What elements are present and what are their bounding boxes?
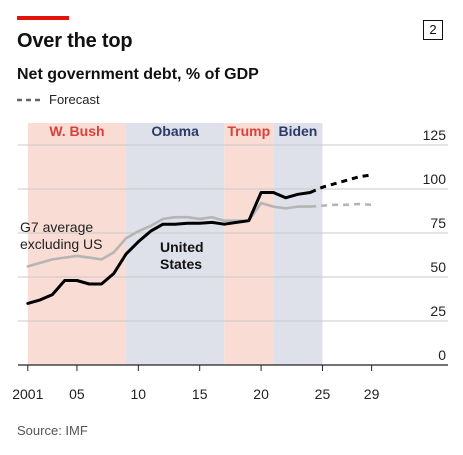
- period-label: Obama: [151, 123, 199, 139]
- annotation-line: States: [160, 256, 202, 272]
- x-tick-label: 15: [192, 386, 208, 402]
- forecast-line-united-states: [309, 173, 372, 194]
- y-tick-label: 0: [438, 347, 446, 363]
- annotation-line: excluding US: [20, 236, 103, 252]
- g7-series-annotation: G7 average excluding US: [20, 219, 103, 252]
- annotation-line: G7 average: [20, 219, 93, 235]
- period-label: Trump: [227, 123, 270, 139]
- period-band-w-bush: [27, 123, 127, 365]
- series-line-united-states: [26, 191, 312, 305]
- x-tick-label: 10: [131, 386, 147, 402]
- chart-number-badge: 2: [423, 20, 443, 40]
- x-tick-label: 25: [315, 386, 331, 402]
- x-tick-label: 05: [69, 386, 85, 402]
- y-tick-label: 25: [430, 303, 446, 319]
- source-note: Source: IMF: [17, 423, 88, 438]
- y-tick-label: 75: [430, 215, 446, 231]
- us-series-annotation: United States: [160, 239, 204, 272]
- period-label: Biden: [278, 123, 317, 139]
- annotation-line: United: [160, 239, 204, 255]
- chart-title: Over the top: [17, 30, 133, 52]
- y-tick-label: 100: [423, 171, 447, 187]
- series-line-g7-average-excluding-us: [26, 201, 312, 268]
- forecast-legend-label: Forecast: [49, 92, 100, 107]
- x-tick-label: 2001: [12, 386, 43, 402]
- period-band-biden: [273, 123, 323, 365]
- period-band-trump: [224, 123, 274, 365]
- forecast-legend: Forecast: [17, 92, 100, 107]
- accent-bar: [17, 16, 69, 20]
- forecast-dash-icon: [17, 98, 43, 101]
- y-tick-label: 50: [430, 259, 446, 275]
- chart-subtitle: Net government debt, % of GDP: [17, 66, 259, 83]
- x-tick-label: 29: [364, 386, 380, 402]
- y-tick-label: 125: [423, 127, 447, 143]
- period-band-obama: [126, 123, 225, 365]
- x-tick-label: 20: [253, 386, 269, 402]
- period-label: W. Bush: [49, 123, 104, 139]
